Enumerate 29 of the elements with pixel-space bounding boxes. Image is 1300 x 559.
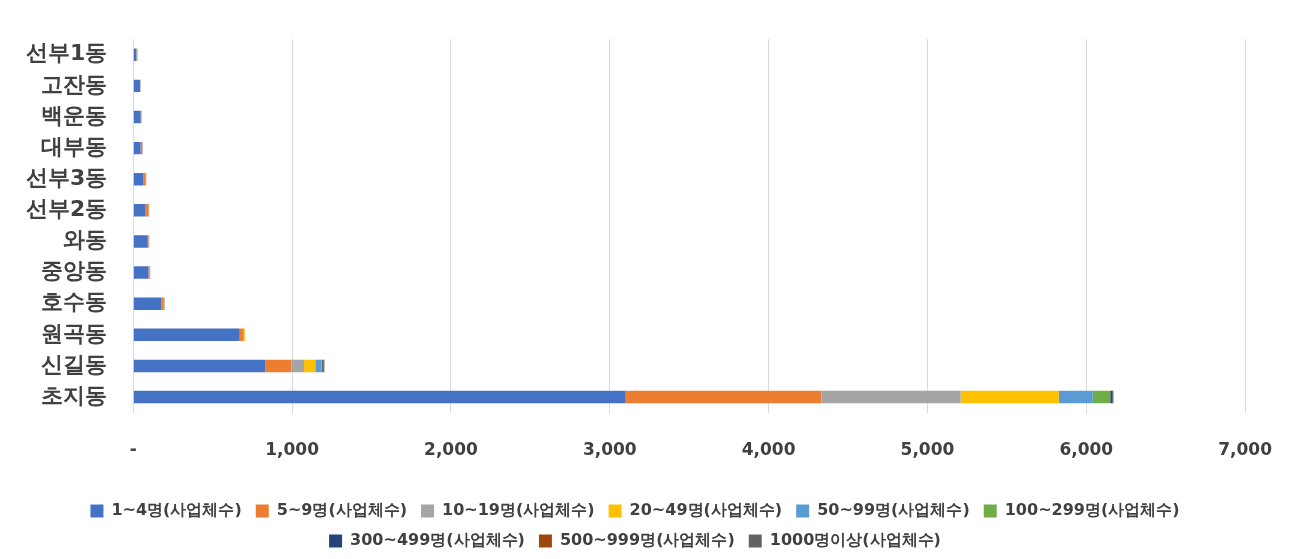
y-tick-label: 대부동 bbox=[41, 133, 108, 159]
x-tick-label: 1,000 bbox=[265, 439, 320, 460]
y-tick-label: 선부2동 bbox=[26, 196, 108, 222]
legend-label: 1000명이상(사업체수) bbox=[769, 530, 941, 550]
x-tick-label: 2,000 bbox=[424, 439, 479, 460]
y-tick-label: 고잔동 bbox=[41, 71, 108, 97]
y-tick-label: 호수동 bbox=[41, 289, 108, 315]
x-tick-label: 6,000 bbox=[1059, 439, 1114, 460]
y-tick-label: 신길동 bbox=[41, 351, 108, 377]
x-tick-label: - bbox=[129, 439, 137, 460]
y-tick-label: 초지동 bbox=[41, 382, 108, 408]
legend-label: 1~4명(사업체수) bbox=[111, 500, 242, 520]
y-tick-label: 와동 bbox=[63, 227, 108, 253]
legend-label: 10~19명(사업체수) bbox=[442, 500, 595, 520]
x-tick-label: 3,000 bbox=[582, 439, 637, 460]
y-tick-label: 중앙동 bbox=[41, 258, 108, 284]
legend-label: 500~999명(사업체수) bbox=[559, 530, 735, 550]
legend-label: 50~99명(사업체수) bbox=[817, 500, 970, 520]
y-tick-label: 선부3동 bbox=[26, 164, 108, 190]
legend-label: 5~9명(사업체수) bbox=[276, 500, 408, 520]
legend-label: 100~299명(사업체수) bbox=[1004, 500, 1180, 520]
x-tick-label: 5,000 bbox=[900, 439, 955, 460]
y-tick-label: 원곡동 bbox=[41, 320, 108, 346]
x-tick-label: 4,000 bbox=[741, 439, 796, 460]
legend-label: 300~499명(사업체수) bbox=[350, 530, 525, 550]
y-tick-label: 백운동 bbox=[41, 102, 108, 128]
x-tick-label: 7,000 bbox=[1218, 439, 1273, 460]
legend-label: 20~49명(사업체수) bbox=[629, 500, 783, 520]
y-tick-label: 선부1동 bbox=[26, 40, 108, 66]
